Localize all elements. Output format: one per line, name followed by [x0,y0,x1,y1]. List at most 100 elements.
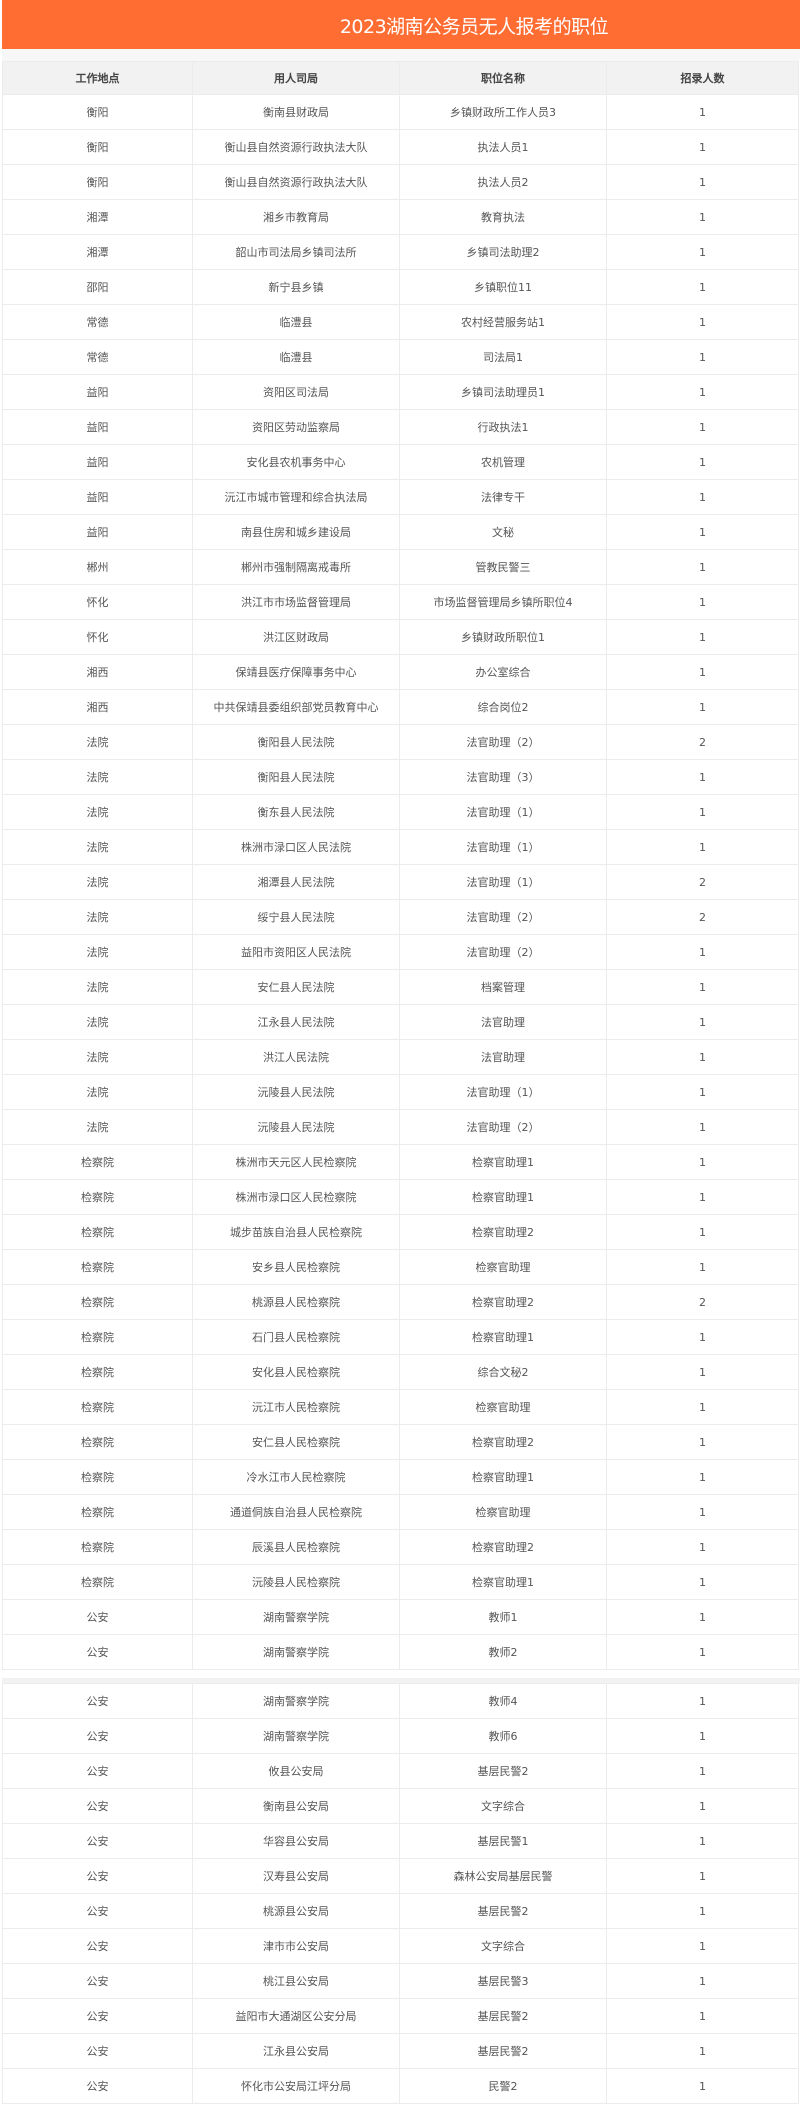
cell-employer: 株洲市渌口区人民检察院 [192,1179,400,1215]
table-row: 湘西 保靖县医疗保障事务中心 办公室综合 1 [2,654,799,690]
cell-employer: 中共保靖县委组织部党员教育中心 [192,689,400,725]
cell-count: 1 [606,969,799,1005]
cell-employer: 沅陵县人民法院 [192,1109,400,1145]
cell-position: 乡镇财政所工作人员3 [399,94,607,130]
cell-position: 法官助理 [399,1004,607,1040]
table-row: 法院 益阳市资阳区人民法院 法官助理（2） 1 [2,934,799,970]
cell-employer: 怀化市公安局江坪分局 [192,2068,400,2104]
cell-count: 1 [606,1529,799,1565]
cell-position: 基层民警1 [399,1823,607,1859]
cell-count: 1 [606,794,799,830]
table-row: 检察院 安乡县人民检察院 检察官助理 1 [2,1249,799,1285]
cell-position: 法官助理 [399,1039,607,1075]
table-row: 益阳 安化县农机事务中心 农机管理 1 [2,444,799,480]
cell-count: 2 [606,864,799,900]
cell-location: 怀化 [2,619,193,655]
table-row: 衡阳 衡山县自然资源行政执法大队 执法人员2 1 [2,164,799,200]
cell-employer: 韶山市司法局乡镇司法所 [192,234,400,270]
cell-count: 1 [606,1109,799,1145]
table-row: 法院 沅陵县人民法院 法官助理（1） 1 [2,1074,799,1110]
cell-employer: 沅江市人民检察院 [192,1389,400,1425]
cell-employer: 衡山县自然资源行政执法大队 [192,129,400,165]
cell-position: 检察官助理2 [399,1424,607,1460]
cell-position: 检察官助理 [399,1249,607,1285]
cell-position: 档案管理 [399,969,607,1005]
cell-position: 教师1 [399,1599,607,1635]
cell-count: 1 [606,1494,799,1530]
cell-location: 衡阳 [2,129,193,165]
table-row: 公安 汉寿县公安局 森林公安局基层民警 1 [2,1858,799,1894]
cell-employer: 衡阳县人民法院 [192,759,400,795]
cell-count: 1 [606,409,799,445]
cell-employer: 株洲市渌口区人民法院 [192,829,400,865]
cell-employer: 资阳区劳动监察局 [192,409,400,445]
cell-count: 1 [606,1998,799,2034]
cell-location: 公安 [2,1823,193,1859]
cell-position: 检察官助理1 [399,1179,607,1215]
table-row: 检察院 沅陵县人民检察院 检察官助理1 1 [2,1564,799,1600]
cell-count: 1 [606,1039,799,1075]
cell-count: 1 [606,759,799,795]
table-row: 公安 湖南警察学院 教师6 1 [2,1718,799,1754]
cell-count: 1 [606,199,799,235]
cell-location: 检察院 [2,1179,193,1215]
table-row: 怀化 洪江区财政局 乡镇财政所职位1 1 [2,619,799,655]
cell-location: 公安 [2,1858,193,1894]
cell-location: 常德 [2,304,193,340]
cell-position: 农机管理 [399,444,607,480]
cell-position: 检察官助理 [399,1389,607,1425]
cell-position: 检察官助理1 [399,1459,607,1495]
cell-employer: 益阳市大通湖区公安分局 [192,1998,400,2034]
cell-count: 1 [606,1858,799,1894]
cell-count: 1 [606,374,799,410]
cell-count: 1 [606,1564,799,1600]
cell-location: 公安 [2,1599,193,1635]
cell-position: 基层民警2 [399,2033,607,2069]
page-title: 2023湖南公务员无人报考的职位 [339,16,609,38]
table-row: 郴州 郴州市强制隔离戒毒所 管教民警三 1 [2,549,799,585]
cell-employer: 安化县农机事务中心 [192,444,400,480]
cell-location: 法院 [2,899,193,935]
cell-position: 检察官助理2 [399,1214,607,1250]
table-row: 怀化 洪江市市场监督管理局 市场监督管理局乡镇所职位4 1 [2,584,799,620]
cell-location: 益阳 [2,409,193,445]
cell-location: 检察院 [2,1424,193,1460]
table-row: 邵阳 新宁县乡镇 乡镇职位11 1 [2,269,799,305]
cell-count: 1 [606,1788,799,1824]
cell-location: 法院 [2,724,193,760]
table-row: 检察院 石门县人民检察院 检察官助理1 1 [2,1319,799,1355]
cell-employer: 保靖县医疗保障事务中心 [192,654,400,690]
cell-count: 1 [606,479,799,515]
cell-position: 教师2 [399,1634,607,1670]
title-gap [2,49,800,61]
cell-position: 法官助理（1） [399,829,607,865]
cell-count: 1 [606,1214,799,1250]
cell-count: 1 [606,1354,799,1390]
cell-position: 检察官助理 [399,1494,607,1530]
table-row: 检察院 城步苗族自治县人民检察院 检察官助理2 1 [2,1214,799,1250]
cell-employer: 津市市公安局 [192,1928,400,1964]
cell-position: 法官助理（2） [399,899,607,935]
cell-count: 1 [606,1004,799,1040]
cell-location: 检察院 [2,1214,193,1250]
table-row: 公安 衡南县公安局 文字综合 1 [2,1788,799,1824]
cell-position: 检察官助理1 [399,1564,607,1600]
table-row: 检察院 桃源县人民检察院 检察官助理2 2 [2,1284,799,1320]
cell-location: 检察院 [2,1459,193,1495]
table-row: 湘潭 湘乡市教育局 教育执法 1 [2,199,799,235]
cell-position: 检察官助理2 [399,1529,607,1565]
cell-employer: 临澧县 [192,304,400,340]
cell-count: 1 [606,1144,799,1180]
cell-location: 法院 [2,969,193,1005]
table-row: 益阳 资阳区司法局 乡镇司法助理员1 1 [2,374,799,410]
cell-employer: 衡东县人民法院 [192,794,400,830]
title-bar: 2023湖南公务员无人报考的职位 [2,0,800,49]
cell-location: 检察院 [2,1389,193,1425]
cell-location: 法院 [2,1109,193,1145]
table-row: 公安 桃源县公安局 基层民警2 1 [2,1893,799,1929]
cell-count: 1 [606,1753,799,1789]
cell-position: 基层民警2 [399,1998,607,2034]
cell-position: 司法局1 [399,339,607,375]
table-row: 衡阳 衡山县自然资源行政执法大队 执法人员1 1 [2,129,799,165]
cell-count: 1 [606,339,799,375]
